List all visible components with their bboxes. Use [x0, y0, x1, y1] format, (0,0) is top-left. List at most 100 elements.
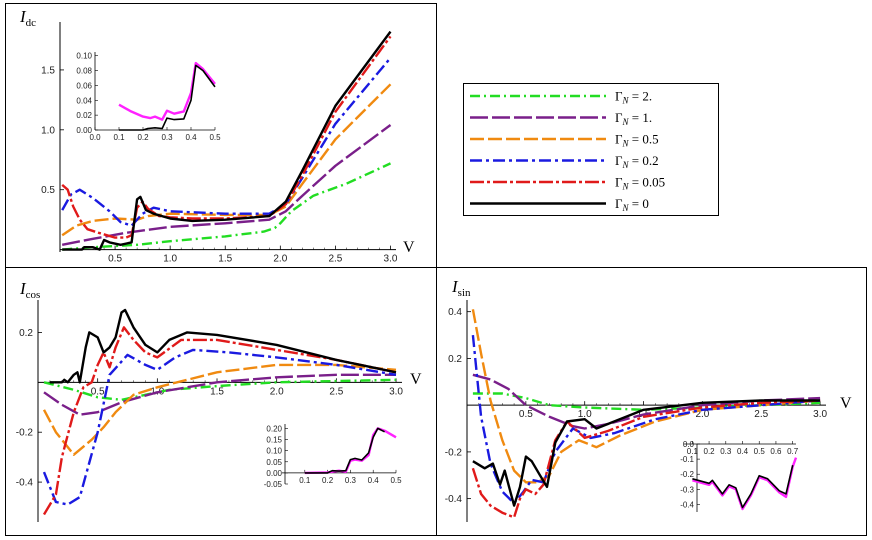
inset-series-line: [118, 61, 216, 121]
inset-y-tick-label: 0.04: [76, 96, 92, 105]
x-tick-label: 0.5: [91, 386, 105, 397]
inset-y-tick-label: 0.15: [266, 436, 282, 445]
x-tick-label: 1.5: [218, 254, 232, 265]
x-tick-label: 0.5: [108, 254, 122, 265]
legend-item-g05: ΓN = 0.5: [470, 132, 659, 149]
inset-x-tick-label: 0.3: [161, 133, 173, 142]
inset-x-tick-label: 0.5: [209, 133, 221, 142]
series-line-g0: [49, 308, 397, 384]
inset-y-tick-label: -0.2: [680, 470, 694, 479]
chart-panel-2: 0.5 1.0 1.5 2.0 2.5 3.00.40.2-0.2-0.4IsinV0.1…: [445, 277, 852, 528]
inset-background: [254, 414, 412, 500]
y-tick-label: 0.5: [41, 185, 55, 196]
y-tick-label: 0.2: [448, 354, 462, 365]
inset-series-line: [304, 427, 385, 474]
inset-x-tick-label: 0.6: [770, 447, 782, 456]
x-tick-label: 3.0: [384, 254, 398, 265]
x-tick-label: 1.0: [163, 254, 177, 265]
inset-x-tick-label: 0.0: [89, 133, 101, 142]
inset-x-tick-label: 0.2: [322, 476, 334, 485]
legend: ΓN = 2. ΓN = 1. ΓN = 0.5 ΓN = 0.2 ΓN = 0.05 Γ…: [463, 83, 719, 216]
x-axis-label: V: [410, 371, 422, 388]
inset-x-tick-label: 0.3: [720, 447, 732, 456]
inset-y-tick-label: 0.20: [266, 424, 282, 433]
chart-panel-0: 0.5 1.0 1.5 2.0 2.5 3.0 0.5 1.0 1.5 Idc V 0.0 0.1 0.2…: [19, 7, 415, 265]
y-tick-label: 0.4: [448, 307, 462, 318]
legend-item-g02: ΓN = 0.2: [470, 153, 659, 170]
x-tick-label: 2.5: [754, 409, 768, 420]
inset-x-tick-label: 0.4: [185, 133, 197, 142]
panel-frame-sin: [436, 267, 867, 536]
inset-y-tick-label: 0.00: [76, 126, 92, 135]
inset-x-tick-label: 0.4: [368, 476, 380, 485]
inset-y-tick-label: -0.05: [264, 480, 283, 489]
series-line-g005: [42, 326, 397, 516]
inset-x-tick-label: 0.1: [299, 476, 311, 485]
inset-x-tick-label: 0.1: [113, 133, 125, 142]
inset-panel-2: 0.1 0.2 0.3 0.4 0.5 0.6 0.7 0.0 -0.1 -0.2 -0.3 -0.4: [656, 434, 812, 528]
inset-y-tick-label: -0.4: [680, 500, 694, 509]
legend-label: ΓN = 1.: [615, 110, 652, 127]
x-tick-label: 2.5: [329, 386, 343, 397]
y-tick-label: 1.0: [41, 125, 55, 136]
series-line-g02: [42, 348, 397, 506]
inset-x-tick-label: 0.7: [787, 447, 799, 456]
x-tick-label: 2.0: [695, 409, 709, 420]
y-tick-label: -0.2: [445, 447, 463, 458]
inset-panel-0: 0.0 0.1 0.2 0.3 0.4 0.5 0.00 0.02 0.04 0.06 0.08 0.…: [67, 42, 231, 146]
inset-x-tick-label: 0.2: [137, 133, 149, 142]
legend-label: ΓN = 0: [615, 196, 649, 213]
inset-y-tick-label: 0.05: [266, 458, 282, 467]
x-tick-label: 3.0: [389, 386, 403, 397]
legend-label: ΓN = 0.5: [615, 132, 659, 149]
inset-y-tick-label: 0.00: [266, 469, 282, 478]
y-axis-label: Icos: [19, 279, 40, 301]
inset-x-tick-label: 0.1: [687, 447, 699, 456]
inset-series-line: [692, 465, 794, 509]
y-tick-label: -0.4: [16, 478, 34, 489]
legend-label: ΓN = 0.05: [615, 175, 665, 192]
inset-y-tick-label: 0.0: [683, 440, 695, 449]
legend-label: ΓN = 0.2: [615, 153, 659, 170]
inset-series-line: [119, 64, 216, 131]
y-tick-label: 0.2: [19, 328, 33, 339]
y-tick-label: -0.4: [445, 494, 463, 505]
series-line-g05: [42, 363, 397, 456]
legend-item-g2: ΓN = 2.: [470, 89, 652, 106]
x-tick-label: 3.0: [813, 409, 827, 420]
x-axis-label: V: [403, 239, 415, 256]
inset-x-tick-label: 0.5: [754, 447, 766, 456]
series-line-g0: [472, 399, 821, 507]
inset-y-tick-label: -0.1: [680, 455, 694, 464]
series-line-g005: [471, 399, 821, 519]
y-axis-label: Isin: [451, 277, 471, 299]
legend-label: ΓN = 2.: [615, 89, 652, 106]
series-line-g1: [43, 373, 396, 416]
x-tick-label: 1.5: [210, 386, 224, 397]
series-line-g2: [62, 162, 392, 251]
legend-item-g0: ΓN = 0: [470, 196, 649, 213]
inset-panel-1: 0.1 0.2 0.3 0.4 0.5 0.20 0.15 0.10 0.05 0.00 -0.05: [254, 414, 412, 500]
legend-box: [463, 83, 719, 216]
y-axis-label: Idc: [19, 7, 36, 29]
series-line-g05: [61, 83, 392, 237]
inset-y-tick-label: 0.06: [76, 81, 92, 90]
x-tick-label: 0.5: [519, 409, 533, 420]
legend-item-g005: ΓN = 0.05: [470, 175, 665, 192]
legend-item-g1: ΓN = 1.: [470, 110, 652, 127]
x-tick-label: 2.0: [270, 386, 284, 397]
inset-x-tick-label: 0.4: [737, 447, 749, 456]
x-axis-label: V: [840, 395, 852, 412]
inset-y-tick-label: 0.02: [76, 111, 92, 120]
y-tick-label: 1.5: [41, 65, 55, 76]
inset-y-tick-label: -0.3: [680, 485, 694, 494]
inset-x-tick-label: 0.3: [345, 476, 357, 485]
inset-y-tick-label: 0.10: [76, 52, 92, 61]
inset-x-tick-label: 0.5: [390, 476, 402, 485]
series-line-g1: [472, 373, 821, 430]
series-line-g0: [62, 30, 392, 251]
x-tick-label: 1.0: [578, 409, 592, 420]
inset-x-tick-label: 0.2: [704, 447, 716, 456]
